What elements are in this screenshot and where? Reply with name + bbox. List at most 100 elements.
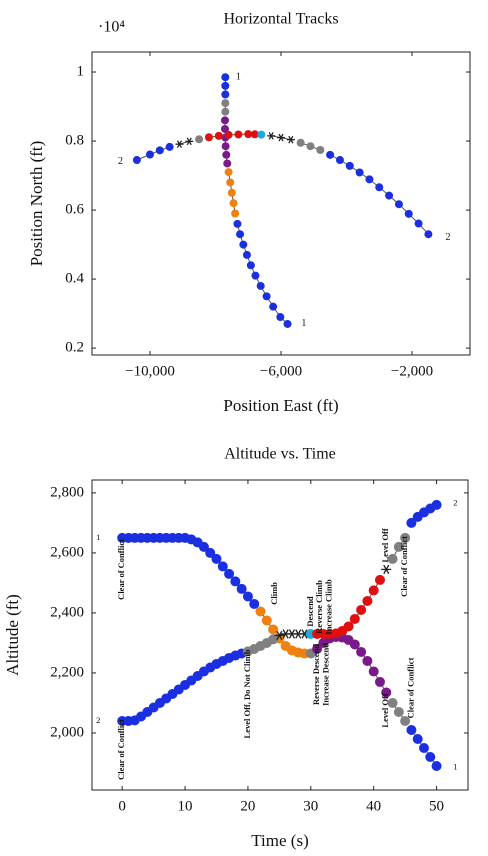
point bbox=[223, 159, 232, 168]
point bbox=[374, 676, 385, 687]
annotation: Climb bbox=[269, 582, 279, 605]
point bbox=[404, 209, 413, 218]
x-tick-label: −6,000 bbox=[260, 363, 302, 379]
point bbox=[257, 130, 266, 139]
point bbox=[261, 615, 272, 626]
plot-frame bbox=[91, 51, 471, 356]
x-axis-label: Position East (ft) bbox=[223, 396, 338, 415]
point bbox=[226, 178, 235, 187]
point bbox=[381, 687, 392, 698]
point bbox=[312, 643, 323, 654]
y-tick-label: 0.6 bbox=[65, 201, 84, 217]
point bbox=[385, 191, 394, 200]
x-tick-label: 40 bbox=[366, 798, 381, 814]
point bbox=[306, 142, 315, 151]
point bbox=[224, 130, 233, 139]
point bbox=[255, 606, 266, 617]
y-tick-label: 2,200 bbox=[50, 664, 84, 680]
annotation: 1 bbox=[96, 532, 100, 542]
point bbox=[406, 724, 417, 735]
point bbox=[145, 150, 154, 159]
point bbox=[269, 302, 278, 311]
point bbox=[229, 199, 238, 208]
point bbox=[132, 156, 141, 165]
annotation: Reverse Descend bbox=[311, 644, 321, 705]
annotation: Descend bbox=[305, 596, 315, 626]
point bbox=[414, 219, 423, 228]
point bbox=[195, 135, 204, 144]
annotation: Reverse Climb bbox=[314, 580, 324, 634]
point bbox=[256, 281, 265, 290]
x-tick-label: 10 bbox=[178, 798, 193, 814]
point bbox=[268, 634, 279, 645]
asterisk-marker bbox=[267, 132, 276, 140]
track-line bbox=[236, 223, 288, 325]
point bbox=[242, 591, 253, 602]
annotation: Level Off, Do Not Climb bbox=[242, 649, 252, 738]
point bbox=[249, 598, 260, 609]
asterisk-stroke bbox=[383, 564, 390, 575]
point bbox=[239, 240, 248, 249]
annotation: Clear of Conflict bbox=[116, 539, 126, 600]
point bbox=[355, 168, 364, 177]
point bbox=[316, 146, 325, 155]
point bbox=[400, 532, 411, 543]
point bbox=[222, 150, 231, 159]
point bbox=[356, 646, 367, 657]
point bbox=[214, 131, 223, 140]
point bbox=[165, 142, 174, 151]
point bbox=[221, 99, 230, 108]
asterisk-stroke bbox=[268, 132, 274, 140]
point bbox=[393, 706, 404, 717]
y-tick-label: 0.4 bbox=[65, 271, 84, 287]
point bbox=[349, 639, 360, 650]
point bbox=[368, 585, 379, 596]
point bbox=[343, 621, 354, 632]
chart-title: Horizontal Tracks bbox=[223, 11, 338, 28]
point bbox=[234, 130, 243, 139]
point bbox=[365, 175, 374, 184]
annotation: Clear of Conflict bbox=[116, 719, 126, 780]
x-tick-label: −10,000 bbox=[125, 363, 175, 379]
point bbox=[262, 292, 271, 301]
point bbox=[349, 613, 360, 624]
point bbox=[230, 576, 241, 587]
point bbox=[231, 209, 240, 218]
point bbox=[205, 547, 216, 558]
asterisk-stroke bbox=[278, 133, 284, 142]
point bbox=[412, 733, 423, 744]
point bbox=[296, 138, 305, 147]
asterisk-marker bbox=[185, 137, 194, 146]
asterisk-stroke bbox=[186, 137, 192, 146]
point bbox=[227, 188, 236, 197]
asterisk-marker bbox=[175, 140, 184, 148]
point bbox=[221, 73, 230, 82]
annotation: 2 bbox=[96, 715, 100, 725]
chart-title: Altitude vs. Time bbox=[224, 446, 336, 463]
point bbox=[220, 116, 229, 125]
x-tick-label: −2,000 bbox=[391, 363, 433, 379]
point bbox=[406, 517, 417, 528]
annotation: Clear of Conflict bbox=[399, 536, 409, 597]
point bbox=[356, 604, 367, 615]
track-line bbox=[122, 537, 255, 605]
point bbox=[251, 271, 260, 280]
y-tick-label: 1 bbox=[77, 63, 85, 79]
point bbox=[375, 183, 384, 192]
point bbox=[221, 107, 230, 116]
annotation: 2 bbox=[453, 497, 457, 507]
point bbox=[221, 142, 230, 151]
x-tick-label: 30 bbox=[303, 798, 318, 814]
annotation: Clear of Conflict bbox=[405, 657, 415, 718]
point bbox=[387, 697, 398, 708]
annotation: Level Off bbox=[380, 528, 390, 562]
point bbox=[250, 130, 259, 139]
point bbox=[242, 250, 251, 259]
point bbox=[400, 715, 411, 726]
point bbox=[211, 553, 222, 564]
point bbox=[425, 751, 436, 762]
x-tick-label: 50 bbox=[429, 798, 444, 814]
point bbox=[244, 130, 253, 139]
point bbox=[374, 574, 385, 585]
